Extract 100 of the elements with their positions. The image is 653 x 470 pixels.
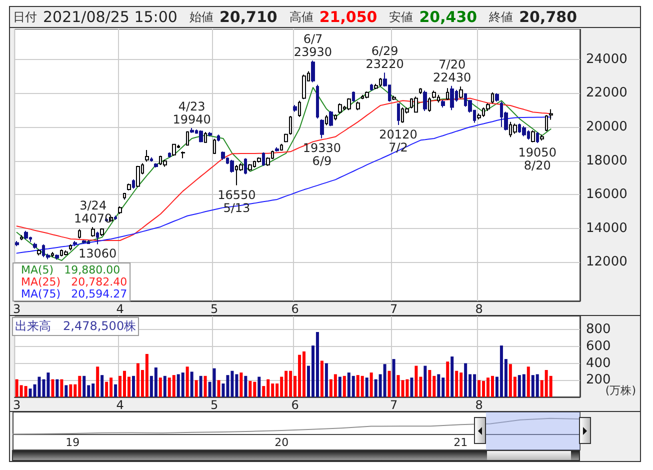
- candlestick: [230, 159, 234, 174]
- candlestick: [414, 96, 418, 114]
- bar: [186, 366, 189, 397]
- bar: [410, 378, 414, 397]
- candlestick: [347, 98, 351, 111]
- candlestick: [450, 85, 454, 111]
- x-tick-label: 20: [274, 436, 289, 449]
- text: 終値: [489, 8, 514, 26]
- bar: [212, 368, 216, 397]
- candlestick: [441, 99, 445, 108]
- candlestick: [370, 83, 373, 92]
- candlestick: [208, 132, 212, 137]
- candlestick: [311, 60, 315, 83]
- y-tick-label: 24000: [586, 52, 628, 67]
- candlestick: [78, 228, 81, 239]
- candlestick: [459, 86, 463, 99]
- bar: [490, 376, 494, 397]
- candlestick: [51, 252, 54, 258]
- candlestick: [432, 90, 436, 99]
- y-tick-label: 22000: [586, 86, 628, 101]
- bar: [181, 372, 184, 397]
- text: 高値: [289, 8, 314, 26]
- candlestick: [352, 91, 355, 102]
- candlestick: [24, 230, 28, 240]
- candlestick: [199, 130, 203, 143]
- bar: [64, 385, 68, 397]
- candlestick: [33, 242, 37, 250]
- candlestick: [298, 100, 301, 118]
- candlestick: [127, 183, 131, 191]
- candlestick: [338, 102, 342, 114]
- candlestick: [320, 118, 324, 139]
- annotation: 7/20 22430: [433, 57, 472, 84]
- bar: [334, 374, 337, 397]
- candlestick: [221, 150, 225, 160]
- candlestick: [20, 234, 23, 241]
- candlestick: [419, 88, 422, 95]
- x-tick-label: 3: [12, 398, 21, 412]
- bar: [158, 378, 162, 397]
- text: 20,430: [419, 8, 478, 26]
- candlestick: [531, 130, 535, 143]
- candlestick: [82, 240, 86, 244]
- candlestick: [136, 165, 140, 188]
- bar: [320, 360, 324, 397]
- candlestick: [302, 74, 306, 100]
- candlestick: [365, 91, 369, 99]
- bar: [396, 375, 400, 397]
- candlestick: [334, 114, 337, 121]
- bar: [51, 379, 54, 397]
- y-tick-label: 14000: [586, 220, 628, 236]
- bar: [455, 370, 458, 397]
- x-tick-label: 4: [116, 302, 124, 316]
- candlestick: [73, 240, 77, 247]
- bar: [352, 376, 355, 397]
- x-tick-label: 6: [291, 302, 299, 316]
- x-tick-label: 7: [390, 398, 398, 412]
- bar: [132, 376, 135, 397]
- bar: [56, 379, 59, 397]
- y-tick-label: 800: [586, 322, 611, 337]
- bar: [392, 359, 396, 397]
- candlestick: [145, 149, 149, 162]
- bar: [478, 380, 481, 397]
- y-tick-label: 20000: [586, 119, 628, 134]
- candlestick: [163, 159, 167, 168]
- candlestick: [392, 95, 396, 100]
- x-tick-label: 8: [475, 398, 483, 412]
- y-tick-label: 18000: [586, 153, 628, 168]
- bar: [342, 376, 346, 397]
- candlestick: [37, 248, 41, 256]
- candlestick: [217, 134, 220, 142]
- annotation: 13060: [78, 246, 117, 261]
- text: 安値: [389, 8, 414, 26]
- candlestick: [150, 156, 153, 162]
- text: 日付: [13, 8, 37, 26]
- x-tick-label: 3: [12, 302, 21, 316]
- text: 2021/08/25 15:00: [43, 8, 178, 26]
- candlestick: [545, 114, 548, 132]
- candlestick: [248, 164, 252, 172]
- bar: [370, 372, 373, 397]
- text: 20,780: [519, 8, 578, 26]
- candlestick: [522, 126, 526, 137]
- bar: [204, 376, 207, 397]
- y-axis-title: (万株): [605, 384, 636, 397]
- bar: [38, 376, 41, 397]
- bar: [324, 363, 328, 397]
- bar: [316, 332, 319, 397]
- bar: [338, 376, 342, 397]
- bar: [69, 384, 72, 397]
- candlestick: [495, 92, 499, 102]
- bar: [437, 374, 440, 397]
- candlestick: [118, 206, 122, 214]
- annotation: 19330 6/9: [302, 140, 342, 168]
- bar: [365, 378, 368, 397]
- candlestick: [55, 254, 59, 260]
- candlestick: [91, 226, 95, 238]
- bar: [199, 376, 202, 397]
- candlestick: [262, 152, 265, 166]
- bar: [244, 376, 248, 397]
- y-tick-label: 16000: [586, 187, 628, 202]
- candlestick: [100, 228, 104, 236]
- annotation: 3/24 14070: [74, 198, 112, 226]
